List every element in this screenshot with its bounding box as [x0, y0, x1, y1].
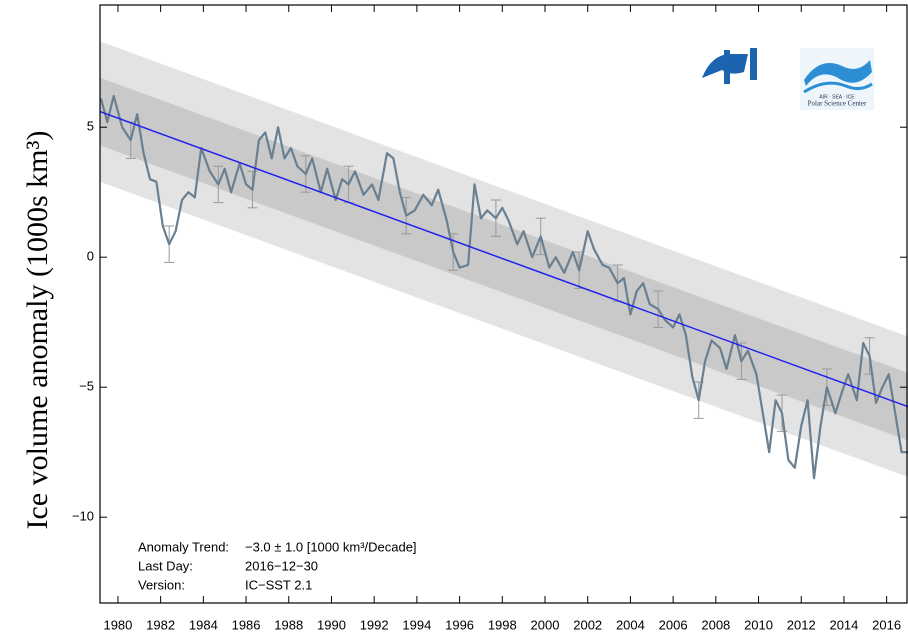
x-tick-label: 1988	[274, 617, 303, 632]
x-tick-label: 2014	[829, 617, 858, 632]
x-tick-label: 2000	[531, 617, 560, 632]
y-tick-label: −5	[79, 379, 94, 394]
x-tick-label: 2012	[787, 617, 816, 632]
annotation-label: Version:	[138, 577, 185, 592]
logo-text: Polar Science Center	[808, 100, 867, 108]
y-axis-label: Ice volume anomaly (1000s km³)	[21, 131, 54, 530]
x-tick-label: 1996	[445, 617, 474, 632]
logo-shape	[750, 48, 757, 80]
y-tick-label: 0	[87, 249, 94, 264]
apl-logo	[702, 48, 757, 84]
x-tick-label: 1986	[232, 617, 261, 632]
x-tick-label: 2016	[872, 617, 901, 632]
x-tick-label: 2004	[616, 617, 645, 632]
x-tick-label: 1992	[360, 617, 389, 632]
x-tick-label: 1990	[317, 617, 346, 632]
plot-frame	[99, 4, 908, 604]
data-line	[99, 94, 908, 480]
x-tick-label: 2008	[701, 617, 730, 632]
annotation-text: 2016−12−30	[245, 558, 318, 573]
logo-shape	[724, 50, 730, 84]
x-tick-label: 2010	[744, 617, 773, 632]
logo-text: AIR · SEA · ICE	[819, 94, 855, 100]
x-tick-label: 1998	[488, 617, 517, 632]
x-tick-label: 1994	[402, 617, 431, 632]
plot-area	[99, 5, 908, 603]
annotation-label: Anomaly Trend:	[138, 539, 229, 554]
x-tick-label: 1980	[103, 617, 132, 632]
y-tick-label: 5	[87, 119, 94, 134]
annotation-label: Last Day:	[138, 558, 193, 573]
trend-line	[99, 110, 908, 408]
x-tick-label: 1984	[189, 617, 218, 632]
logo-wave	[803, 81, 873, 94]
psc-logo: AIR · SEA · ICE Polar Science Center	[800, 48, 874, 110]
x-tick-label: 2006	[659, 617, 688, 632]
annotation-text: −3.0 ± 1.0 [1000 km³/Decade]	[245, 539, 417, 554]
x-tick-label: 2002	[573, 617, 602, 632]
y-tick-label: −10	[72, 509, 94, 524]
x-tick-label: 1982	[146, 617, 175, 632]
logo-wave	[804, 60, 872, 86]
annotation-text: IC−SST 2.1	[245, 577, 312, 592]
